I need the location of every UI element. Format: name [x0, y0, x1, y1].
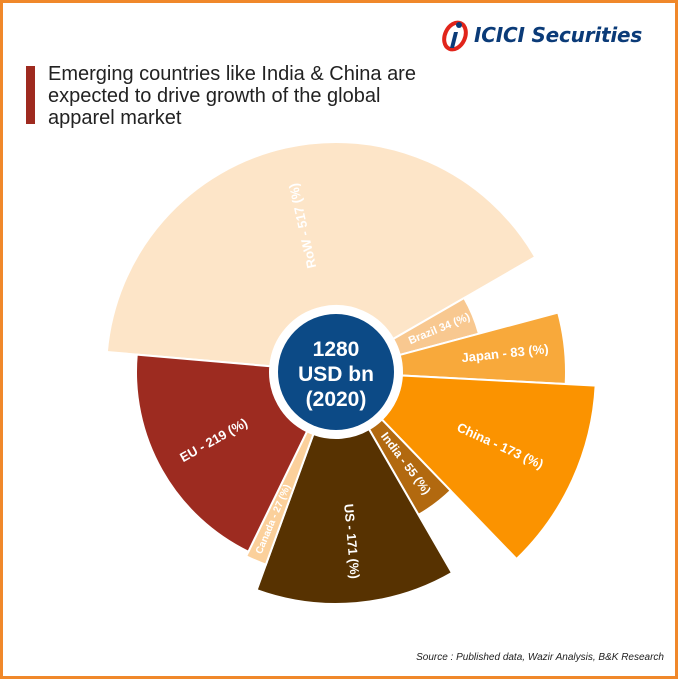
slice-label-us: US - 171 (%)	[341, 503, 362, 579]
center-badge: 1280 USD bn (2020)	[272, 308, 400, 436]
icici-logo-icon	[442, 20, 468, 52]
slice-china	[380, 374, 597, 561]
slice-canada	[244, 429, 315, 566]
center-total: 1280	[313, 338, 360, 361]
brand-logo: ICICI Securities	[442, 18, 642, 52]
slice-us	[255, 427, 454, 605]
center-unit: USD bn	[298, 363, 374, 386]
title-accent-bar	[26, 66, 35, 124]
brand-name: ICICI Securities	[474, 23, 643, 47]
center-circle	[278, 314, 394, 430]
chart-slices	[105, 141, 597, 605]
chart-title: Emerging countries like India & China ar…	[48, 63, 416, 129]
center-year: (2020)	[306, 388, 367, 411]
slice-eu	[135, 353, 309, 554]
source-note: Source : Published data, Wazir Analysis,…	[416, 652, 664, 663]
slice-row	[105, 141, 537, 368]
